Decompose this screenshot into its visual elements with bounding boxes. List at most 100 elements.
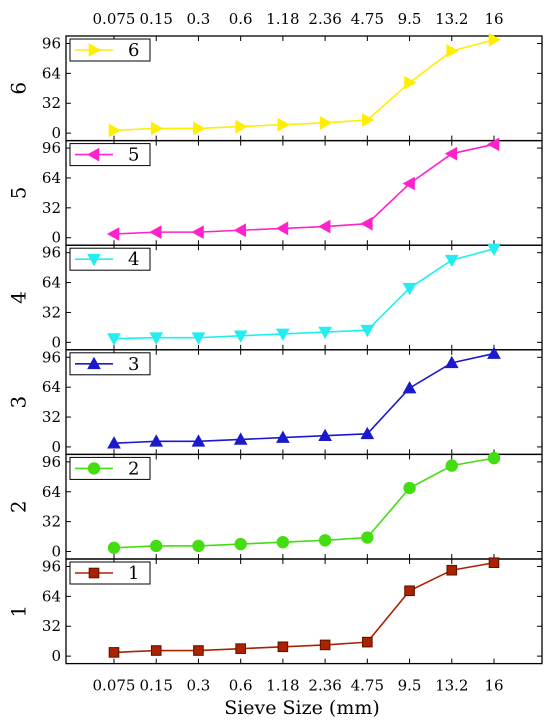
panel-2: 0 32 64 96 2 2: [7, 451, 543, 561]
data-point: [191, 332, 206, 345]
data-point: [149, 434, 164, 447]
data-point: [275, 221, 289, 236]
data-point: [318, 219, 331, 234]
y-axis-label: 1: [7, 605, 31, 618]
data-point: [487, 346, 501, 359]
data-point: [192, 539, 205, 553]
x-tick-label-top: 13.2: [435, 10, 468, 28]
series-line-1: [113, 561, 495, 654]
panel-5: 0 32 64 96 5 5: [7, 137, 543, 247]
x-tick-label: 0.075: [93, 677, 136, 695]
series-line-3: [113, 352, 495, 444]
data-point: [277, 117, 290, 132]
y-tick-label: 0: [51, 647, 61, 665]
data-point: [360, 216, 373, 231]
data-point: [402, 282, 417, 296]
x-tick-label-top: 4.75: [351, 10, 384, 28]
data-point: [276, 535, 290, 549]
data-point: [487, 451, 501, 465]
x-tick-label-top: 9.5: [398, 10, 422, 28]
series-line-4: [113, 248, 495, 340]
data-point: [193, 645, 204, 656]
series-line-5: [113, 143, 495, 235]
x-tick-label: 13.2: [435, 677, 468, 695]
data-point: [276, 328, 290, 341]
data-point: [446, 44, 459, 58]
data-point: [360, 426, 375, 440]
x-tick-label-top: 16: [484, 10, 503, 28]
x-tick-label-top: 2.36: [308, 10, 341, 28]
data-point: [149, 225, 162, 239]
x-tick-label: 16: [484, 677, 503, 695]
data-point: [193, 121, 206, 136]
data-point: [404, 75, 417, 90]
y-tick-label: 64: [42, 64, 61, 82]
data-point: [233, 223, 246, 238]
data-point: [445, 459, 458, 472]
data-point: [444, 146, 458, 161]
data-point: [360, 324, 375, 338]
top-x-ticks: 0.075 0.15 0.3 0.6 1.18 2.36 4.75 9.5 13.2 16: [93, 10, 504, 28]
data-point: [191, 225, 204, 239]
data-point: [486, 137, 500, 152]
y-tick-label: 0: [51, 124, 61, 142]
y-axis-label: 3: [7, 396, 31, 409]
y-axis-label: 6: [7, 82, 31, 95]
panel-4: 0 32 64 96 4 4: [7, 243, 543, 351]
x-tick-label-top: 0.6: [229, 10, 253, 28]
y-tick-label: 32: [42, 617, 61, 635]
y-tick-label: 64: [42, 587, 61, 605]
data-point: [233, 330, 248, 343]
data-point: [446, 564, 458, 576]
data-point: [107, 333, 121, 346]
x-tick-label: 0.3: [187, 677, 211, 695]
data-point: [235, 119, 248, 134]
y-axis-label: 4: [7, 291, 31, 304]
x-tick-label-top: 0.15: [140, 10, 173, 28]
data-point: [107, 541, 121, 554]
y-tick-label: 64: [42, 274, 61, 292]
legend-marker: [88, 567, 100, 579]
data-point: [487, 243, 501, 256]
y-tick-label: 0: [51, 438, 61, 456]
data-point: [106, 227, 120, 241]
x-axis-label: Sieve Size (mm): [224, 697, 380, 719]
data-point: [150, 645, 162, 656]
data-point: [235, 643, 246, 654]
data-point: [150, 121, 164, 136]
bottom-x-ticks: 0.075 0.15 0.3 0.6 1.18 2.36 4.75 9.5 13.2 16: [93, 677, 504, 695]
panel-1: 0 32 64 96 1 1: [7, 557, 543, 665]
y-tick-label: 96: [42, 557, 61, 575]
legend-label: 3: [128, 354, 139, 375]
y-tick-label: 32: [42, 513, 61, 531]
data-point: [277, 641, 289, 653]
y-tick-label: 32: [42, 199, 61, 217]
y-tick-label: 0: [51, 229, 61, 247]
legend-marker: [87, 253, 101, 267]
data-point: [402, 176, 415, 191]
x-tick-label: 9.5: [398, 677, 422, 695]
legend-marker: [87, 462, 101, 475]
data-point: [318, 534, 332, 547]
data-point: [404, 585, 415, 597]
data-point: [234, 537, 247, 551]
data-point: [362, 113, 375, 127]
legend-label: 5: [128, 145, 139, 166]
legend-marker: [87, 356, 101, 370]
legend-marker: [88, 43, 102, 57]
legend-label: 2: [128, 458, 139, 479]
x-tick-label: 0.6: [229, 677, 253, 695]
panel-frame: [65, 558, 543, 665]
data-point: [488, 32, 502, 47]
y-tick-label: 96: [42, 139, 61, 157]
data-point: [149, 332, 164, 345]
data-point: [362, 636, 373, 648]
data-point: [319, 639, 331, 651]
y-tick-label: 0: [51, 333, 61, 351]
panel-6: 0 32 64 96 6 6: [7, 32, 543, 142]
legend-label: 1: [128, 563, 139, 584]
data-point: [318, 326, 332, 340]
data-point: [361, 531, 374, 544]
y-tick-label: 64: [42, 169, 61, 187]
